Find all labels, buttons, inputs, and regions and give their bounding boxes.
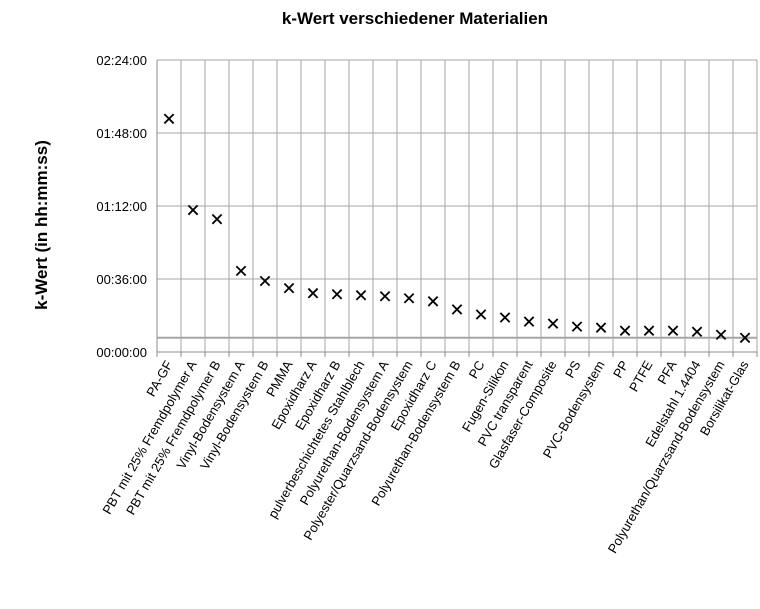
- x-tick-label: Polyurethan/Quarzsand-Bodensystem: [605, 358, 728, 556]
- x-tick-label: PTFE: [626, 358, 656, 395]
- y-axis-label: k-Wert (in hh:mm:ss): [32, 140, 51, 310]
- data-point: [379, 290, 391, 302]
- data-point: [211, 213, 223, 225]
- data-point: [667, 325, 679, 336]
- data-point: [523, 316, 535, 327]
- data-point: [739, 332, 751, 344]
- y-tick-labels: 00:00:00 00:36:00 01:12:00 01:48:00 02:24:00: [96, 53, 147, 360]
- x-tick-label: PP: [610, 358, 632, 381]
- data-points: [163, 113, 751, 344]
- data-point: [259, 275, 271, 287]
- data-point: [547, 318, 559, 329]
- data-point: [163, 113, 175, 125]
- data-point: [691, 326, 703, 337]
- data-point: [499, 312, 511, 323]
- data-point: [475, 309, 487, 320]
- y-tick-label: 01:12:00: [96, 199, 147, 214]
- x-tick-label: PC: [466, 358, 488, 381]
- data-point: [187, 204, 199, 216]
- data-point: [715, 329, 727, 341]
- data-point: [619, 325, 631, 336]
- data-point: [643, 325, 655, 336]
- axes: [156, 60, 758, 357]
- chart-title: k-Wert verschiedener Materialien: [282, 9, 548, 28]
- data-point: [331, 288, 343, 300]
- data-point: [283, 282, 295, 294]
- data-point: [307, 287, 319, 299]
- data-point: [595, 322, 607, 333]
- data-point: [571, 321, 583, 332]
- y-tick-label: 00:36:00: [96, 272, 147, 287]
- data-point: [403, 292, 415, 304]
- y-tick-label: 00:00:00: [96, 345, 147, 360]
- data-point: [355, 289, 367, 301]
- data-point: [235, 265, 247, 277]
- data-point: [427, 296, 439, 307]
- gridlines: [156, 59, 758, 352]
- data-point: [451, 304, 463, 315]
- y-tick-label: 02:24:00: [96, 53, 147, 68]
- y-tick-label: 01:48:00: [96, 126, 147, 141]
- x-tick-label: PS: [562, 358, 584, 381]
